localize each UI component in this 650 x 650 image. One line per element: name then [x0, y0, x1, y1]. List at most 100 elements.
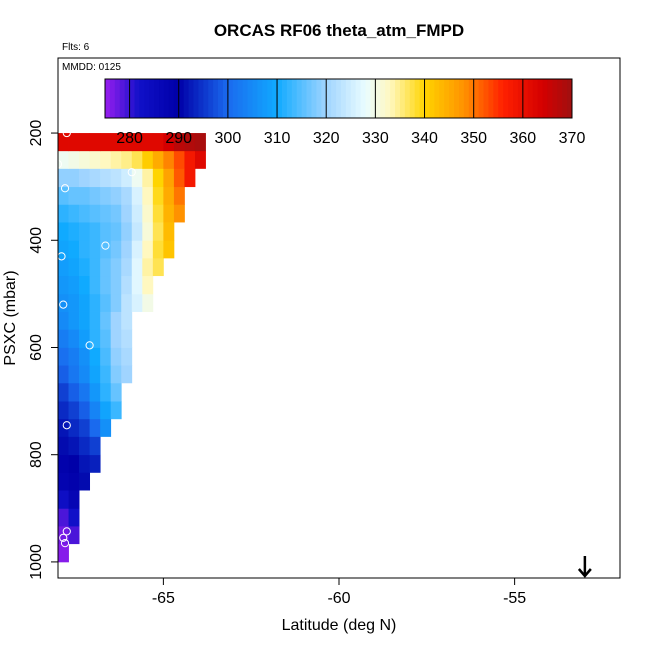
heatmap-cell: [121, 329, 133, 348]
heatmap-cell: [79, 382, 91, 402]
heatmap-cell: [100, 293, 112, 312]
colorbar-segment: [449, 79, 455, 118]
heatmap-cell: [152, 168, 164, 188]
heatmap-cell: [58, 293, 69, 312]
colorbar-segment: [114, 79, 121, 118]
colorbar-segment: [281, 79, 288, 118]
heatmap-cell: [121, 240, 133, 259]
colorbar-tick-label: 350: [460, 130, 487, 147]
heatmap-cell: [68, 133, 80, 152]
heatmap-cell: [58, 436, 69, 456]
x-axis: -65 -60 -55: [152, 578, 526, 607]
y-axis: 200 400 600 800 1000: [28, 120, 58, 580]
heatmap-cell: [142, 293, 154, 312]
colorbar-segment: [193, 79, 199, 118]
heatmap-cell: [163, 133, 175, 152]
heatmap-cell: [121, 275, 133, 295]
heatmap-cell: [68, 382, 80, 402]
heatmap-cell: [173, 204, 185, 223]
observation-point: [62, 527, 71, 536]
colorbar-segment: [262, 79, 268, 118]
heatmap-cell: [152, 204, 164, 223]
heatmap-cell: [58, 543, 69, 563]
colorbar-segment: [311, 79, 317, 118]
heatmap-cell: [110, 204, 122, 223]
heatmap-cell: [100, 401, 112, 420]
colorbar-segment: [218, 79, 224, 118]
heatmap-cell: [68, 222, 80, 241]
colorbar-tick-label: 310: [264, 130, 291, 147]
heatmap-cell: [110, 150, 122, 169]
heatmap-cell: [68, 472, 80, 491]
observation-point: [62, 128, 71, 138]
direction-arrow-icon: [577, 556, 592, 578]
colorbar-segment: [542, 79, 548, 118]
heatmap-cell: [79, 329, 91, 348]
heatmap-cell: [89, 436, 101, 456]
y-tick-label: 800: [28, 441, 45, 468]
heatmap-cell: [58, 401, 69, 420]
heatmap-cell: [79, 418, 91, 437]
heatmap-cell: [142, 168, 154, 188]
heatmap-cell: [121, 186, 133, 205]
observation-point: [60, 184, 70, 193]
colorbar-segment: [488, 79, 494, 118]
heatmap-cell: [131, 293, 143, 312]
heatmap-cell: [68, 275, 80, 295]
colorbar-segment: [532, 79, 539, 118]
heatmap-cell: [58, 365, 69, 384]
heatmap-cell: [152, 240, 164, 259]
heatmap-cell: [58, 454, 69, 473]
heatmap-cell: [100, 186, 112, 205]
colorbar-segment: [119, 79, 126, 118]
heatmap-cell: [68, 186, 80, 205]
colorbar-segment: [463, 79, 470, 118]
heatmap-cell: [58, 508, 69, 527]
heatmap-cell: [68, 311, 80, 330]
heatmap-cell: [100, 257, 112, 277]
heatmap-cell: [89, 275, 101, 295]
heatmap-cell: [100, 204, 112, 223]
heatmap-cell: [152, 186, 164, 205]
colorbar-segment: [149, 79, 155, 118]
colorbar-segment: [213, 79, 219, 118]
colorbar-segment: [124, 79, 131, 118]
colorbar-segment: [375, 79, 381, 118]
heatmap-cell: [152, 133, 164, 152]
y-tick-label: 600: [28, 334, 45, 361]
heatmap-cell: [68, 365, 80, 384]
colorbar-segment: [198, 79, 204, 118]
heatmap-cell: [173, 150, 185, 169]
colorbar-segment: [227, 79, 234, 118]
heatmap-cell: [184, 133, 196, 152]
colorbar-segment: [267, 79, 273, 118]
date-label: MMDD: 0125: [62, 62, 121, 73]
heatmap-cell: [184, 168, 196, 188]
colorbar-segment: [414, 79, 421, 118]
heatmap-cell: [100, 418, 112, 437]
colorbar-segment: [173, 79, 180, 118]
colorbar-segment: [360, 79, 367, 118]
heatmap-cell: [131, 133, 143, 152]
heatmap-cell: [163, 222, 175, 241]
x-tick-label: -60: [327, 590, 350, 607]
heatmap-cell: [58, 275, 69, 295]
colorbar-segment: [444, 79, 450, 118]
heatmap-cell: [58, 347, 69, 366]
heatmap-cell: [100, 347, 112, 366]
heatmap-cell: [68, 490, 80, 509]
colorbar-segment: [473, 79, 480, 118]
heatmap-cell: [142, 150, 154, 169]
colorbar-segment: [296, 79, 303, 118]
heatmap-cell: [68, 240, 80, 259]
x-axis-label: Latitude (deg N): [282, 617, 397, 634]
heatmap-cell: [58, 472, 69, 491]
heatmap-cell: [110, 275, 122, 295]
heatmap-cell: [58, 382, 69, 402]
heatmap-cell: [142, 240, 154, 259]
heatmap-cell: [79, 454, 91, 473]
heatmap-cell: [58, 150, 69, 169]
heatmap-cell: [142, 222, 154, 241]
colorbar-segment: [527, 79, 534, 118]
colorbar-segment: [399, 79, 406, 118]
